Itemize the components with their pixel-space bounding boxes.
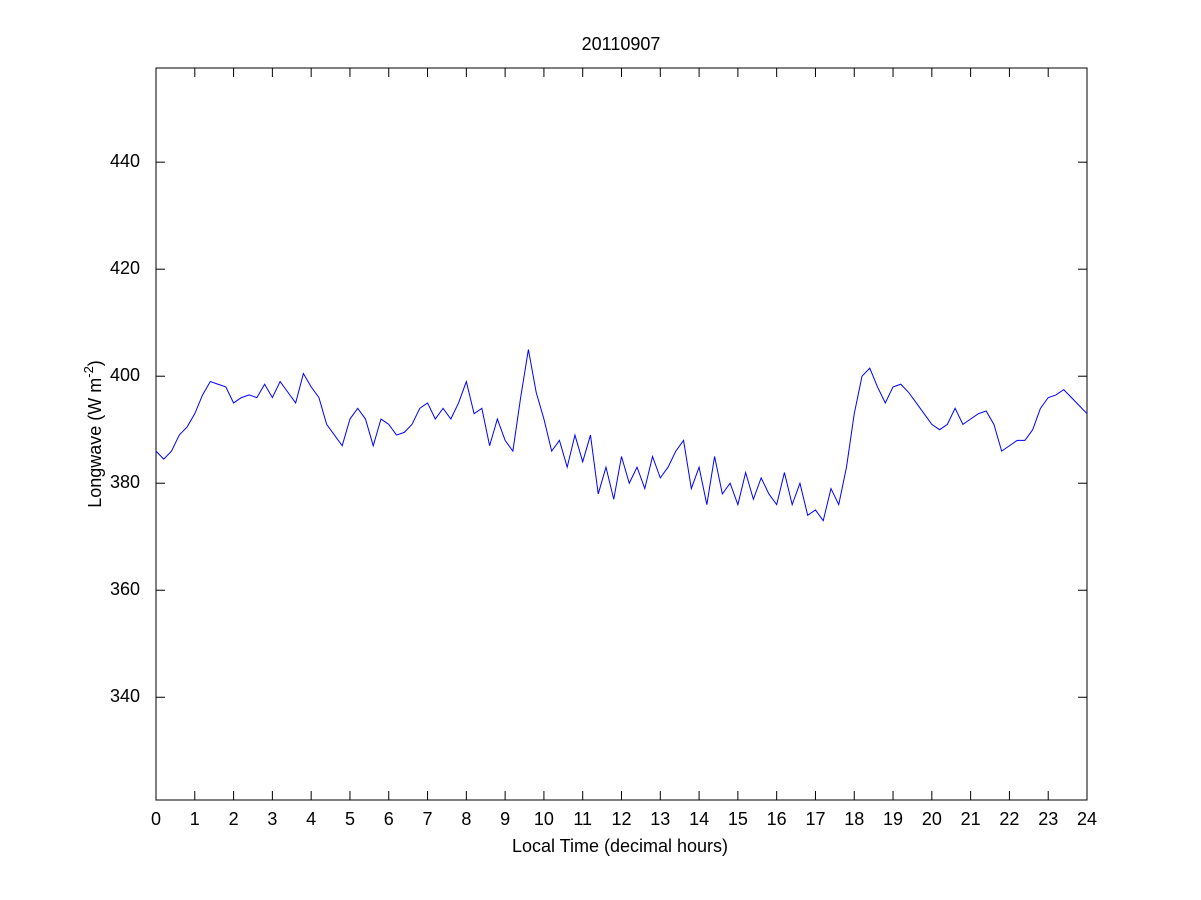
- y-label-end: ): [85, 360, 105, 366]
- x-tick-label: 15: [728, 809, 748, 829]
- x-tick-label: 3: [267, 809, 277, 829]
- x-tick-label: 13: [650, 809, 670, 829]
- y-tick-label: 360: [110, 579, 140, 599]
- x-tick-label: 12: [611, 809, 631, 829]
- y-label-text: Longwave (W m: [85, 378, 105, 508]
- x-tick-label: 9: [500, 809, 510, 829]
- x-tick-label: 14: [689, 809, 709, 829]
- x-tick-label: 5: [345, 809, 355, 829]
- y-tick-label: 440: [110, 151, 140, 171]
- x-tick-label: 10: [534, 809, 554, 829]
- x-tick-label: 20: [922, 809, 942, 829]
- x-tick-label: 0: [151, 809, 161, 829]
- y-tick-label: 420: [110, 258, 140, 278]
- y-tick-label: 340: [110, 686, 140, 706]
- y-tick-label: 400: [110, 365, 140, 385]
- x-tick-label: 11: [573, 809, 592, 829]
- x-tick-label: 2: [229, 809, 239, 829]
- x-tick-label: 19: [883, 809, 903, 829]
- y-axis-label: Longwave (W m-2): [81, 360, 105, 508]
- chart-title: 20110907: [582, 34, 661, 54]
- x-tick-label: 23: [1038, 809, 1058, 829]
- x-tick-label: 17: [805, 809, 825, 829]
- y-tick-label: 380: [110, 472, 140, 492]
- y-label-sup: -2: [81, 366, 96, 378]
- x-tick-label: 22: [999, 809, 1019, 829]
- x-tick-label: 21: [961, 809, 981, 829]
- x-tick-label: 4: [306, 809, 316, 829]
- data-line: [155, 349, 1088, 522]
- x-tick-label: 6: [384, 809, 394, 829]
- x-tick-label: 1: [190, 809, 200, 829]
- x-tick-label: 8: [461, 809, 471, 829]
- x-axis-label: Local Time (decimal hours): [512, 836, 728, 856]
- x-tick-label: 24: [1077, 809, 1097, 829]
- x-tick-label: 16: [767, 809, 787, 829]
- x-tick-label: 7: [423, 809, 433, 829]
- x-tick-label: 18: [844, 809, 864, 829]
